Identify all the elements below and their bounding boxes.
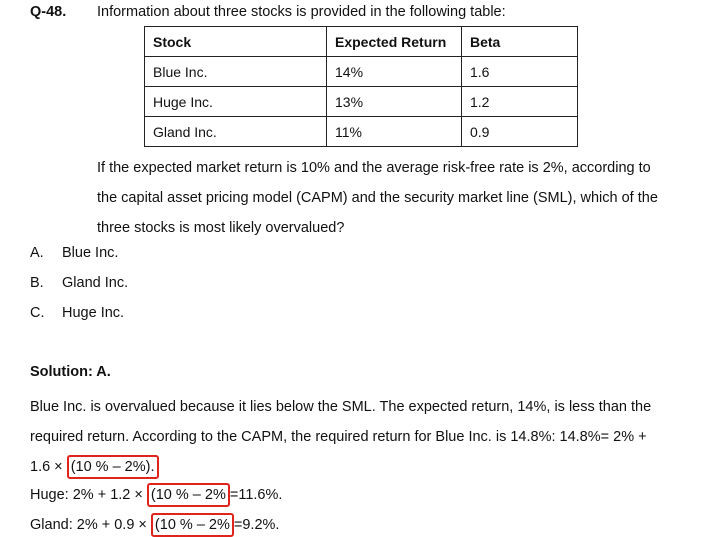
cell-stock: Blue Inc. — [144, 56, 327, 87]
cell-expected-return: 13% — [326, 86, 462, 117]
blue-formula-prefix: 1.6 × — [30, 459, 63, 475]
option-letter: A. — [30, 245, 44, 261]
option-text: Gland Inc. — [62, 275, 129, 291]
cell-stock: Gland Inc. — [144, 116, 327, 147]
cell-beta: 1.2 — [461, 86, 578, 117]
option-text: Huge Inc. — [62, 305, 125, 321]
cell-expected-return: 14% — [326, 56, 462, 87]
gland-highlight-box: (10 % – 2% — [150, 513, 234, 537]
option-b: B. Gland Inc. — [30, 273, 128, 293]
header-expected-return: Expected Return — [326, 26, 462, 57]
solution-title: Solution: A. — [30, 364, 111, 380]
gland-formula-result: =9.2%. — [233, 517, 280, 533]
solution-line-blue: 1.6 × (10 % – 2%). — [30, 452, 651, 482]
option-text: Blue Inc. — [62, 245, 119, 261]
solution-line: Blue Inc. is overvalued because it lies … — [30, 399, 652, 415]
solution-line: required return. According to the CAPM, … — [30, 429, 647, 445]
table-header-row: Stock Expected Return Beta — [144, 26, 578, 57]
blue-highlight-box: (10 % – 2%). — [66, 455, 159, 479]
option-a: A. Blue Inc. — [30, 243, 118, 263]
huge-formula-prefix: Huge: 2% + 1.2 × — [30, 487, 143, 503]
option-letter: B. — [30, 275, 44, 291]
cell-beta: 0.9 — [461, 116, 578, 147]
cell-expected-return: 11% — [326, 116, 462, 147]
question-number: Q-48. — [30, 4, 67, 20]
header-beta: Beta — [461, 26, 578, 57]
solution-text: Blue Inc. is overvalued because it lies … — [30, 392, 651, 482]
table-row: Blue Inc. 14% 1.6 — [144, 56, 578, 87]
solution-line-gland: Gland: 2% + 0.9 × (10 % – 2% =9.2%. — [30, 513, 279, 537]
option-c: C. Huge Inc. — [30, 303, 124, 323]
gland-formula-prefix: Gland: 2% + 0.9 × — [30, 517, 147, 533]
huge-formula-result: =11.6%. — [229, 487, 283, 503]
cell-stock: Huge Inc. — [144, 86, 327, 117]
cell-beta: 1.6 — [461, 56, 578, 87]
question-body-line: If the expected market return is 10% and… — [97, 160, 651, 176]
table-row: Gland Inc. 11% 0.9 — [144, 116, 578, 147]
solution-line-huge: Huge: 2% + 1.2 × (10 % – 2% =11.6%. — [30, 483, 282, 507]
question-body-line: three stocks is most likely overvalued? — [97, 220, 345, 236]
stock-table: Stock Expected Return Beta Blue Inc. 14%… — [144, 26, 578, 147]
header-stock: Stock — [144, 26, 327, 57]
option-letter: C. — [30, 305, 45, 321]
question-body: If the expected market return is 10% and… — [97, 153, 658, 243]
question-body-line: the capital asset pricing model (CAPM) a… — [97, 190, 658, 206]
question-intro: Information about three stocks is provid… — [97, 4, 506, 20]
table-row: Huge Inc. 13% 1.2 — [144, 86, 578, 117]
huge-highlight-box: (10 % – 2% — [146, 483, 230, 507]
